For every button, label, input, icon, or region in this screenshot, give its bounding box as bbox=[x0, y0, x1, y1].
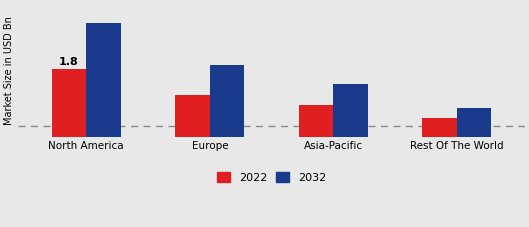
Bar bbox=[333, 84, 368, 137]
Bar bbox=[86, 23, 121, 137]
Text: 1.8: 1.8 bbox=[59, 57, 79, 67]
Bar bbox=[210, 65, 244, 137]
Bar bbox=[457, 108, 491, 137]
Y-axis label: Market Size in USD Bn: Market Size in USD Bn bbox=[4, 16, 14, 125]
Bar bbox=[299, 105, 333, 137]
Bar bbox=[175, 95, 210, 137]
Bar bbox=[422, 118, 457, 137]
Bar bbox=[52, 69, 86, 137]
Legend: 2022, 2032: 2022, 2032 bbox=[212, 167, 331, 187]
